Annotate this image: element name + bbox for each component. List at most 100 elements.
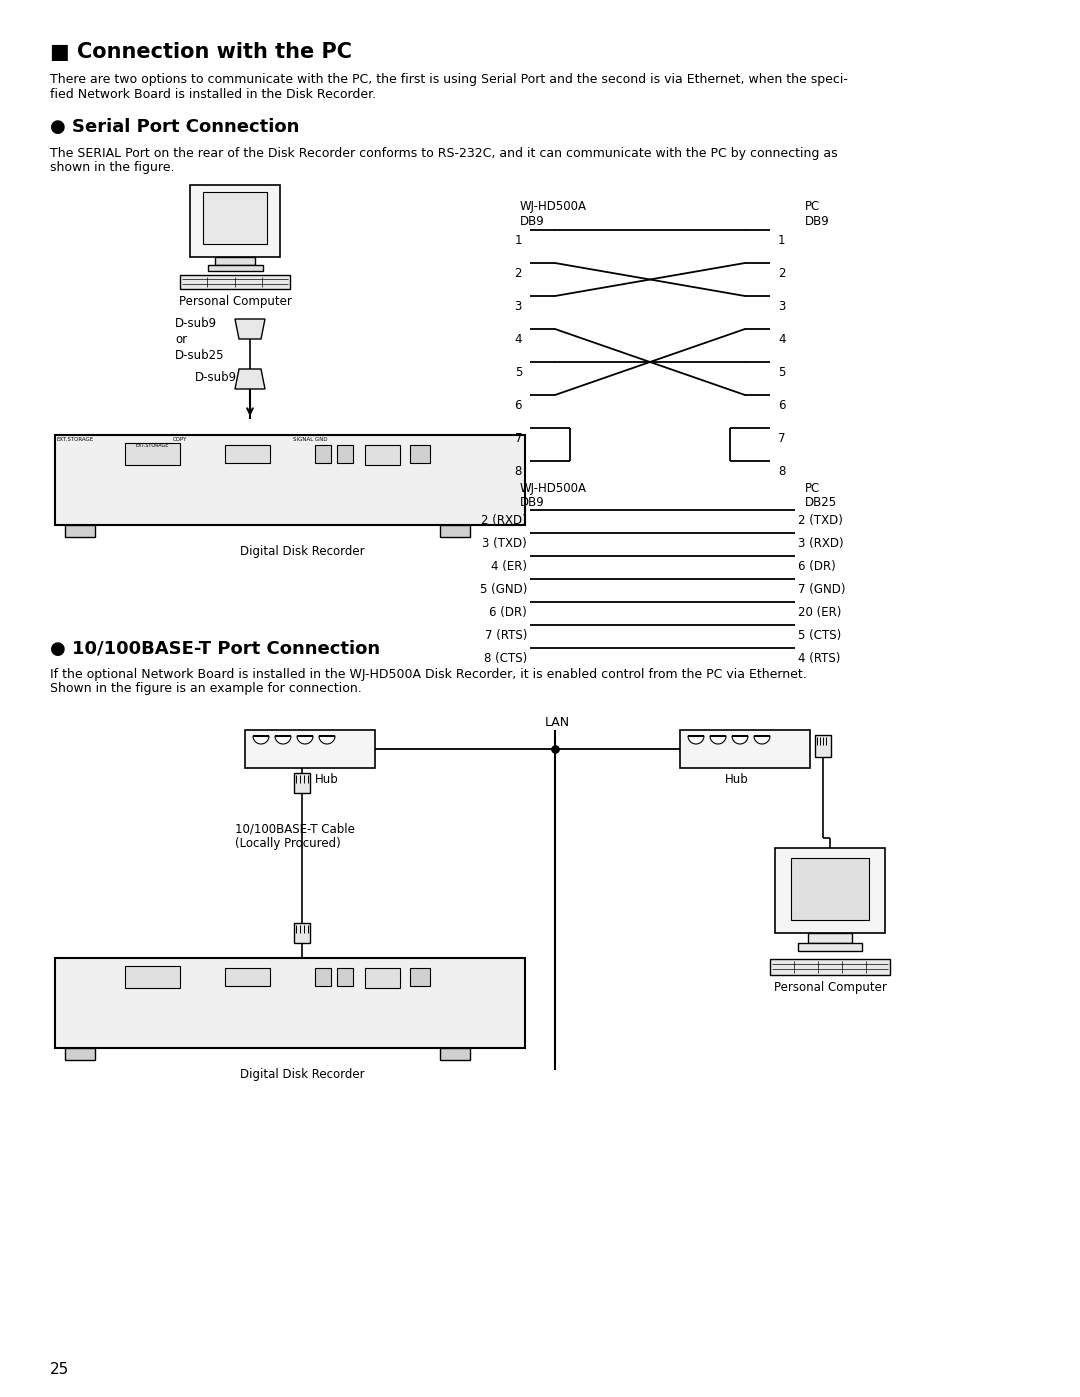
- Bar: [337, 968, 353, 986]
- Circle shape: [442, 990, 498, 1046]
- Circle shape: [505, 510, 515, 520]
- Text: 1: 1: [514, 235, 522, 247]
- Bar: [410, 446, 430, 462]
- Polygon shape: [297, 736, 313, 745]
- Circle shape: [65, 495, 81, 511]
- Text: 5: 5: [515, 366, 522, 379]
- Text: LAN: LAN: [545, 717, 570, 729]
- Text: 2: 2: [514, 267, 522, 279]
- Bar: [55, 958, 525, 1048]
- Text: DB9: DB9: [805, 215, 829, 228]
- Text: DB9: DB9: [519, 215, 544, 228]
- Bar: [680, 731, 810, 768]
- Circle shape: [143, 1018, 159, 1034]
- Circle shape: [117, 1018, 133, 1034]
- Text: PC: PC: [805, 482, 820, 495]
- Text: 8 (CTS): 8 (CTS): [484, 652, 527, 665]
- Bar: [798, 943, 862, 951]
- Bar: [294, 773, 310, 793]
- Text: Hub: Hub: [315, 773, 339, 787]
- Text: 25: 25: [50, 1362, 69, 1377]
- Text: 7 (GND): 7 (GND): [798, 583, 846, 597]
- Text: 4: 4: [514, 332, 522, 346]
- Text: 10/100BASE-T Cable: 10/100BASE-T Cable: [235, 823, 355, 835]
- Bar: [55, 434, 525, 525]
- Circle shape: [455, 495, 471, 511]
- Text: 6 (DR): 6 (DR): [798, 560, 836, 573]
- Text: WJ-HD500A: WJ-HD500A: [519, 482, 588, 495]
- Text: (Locally Procured): (Locally Procured): [235, 837, 341, 849]
- Text: 4 (ER): 4 (ER): [491, 560, 527, 573]
- Text: 6: 6: [778, 400, 785, 412]
- Bar: [294, 923, 310, 943]
- Text: Digital Disk Recorder: Digital Disk Recorder: [240, 1067, 365, 1081]
- Text: WJ-HD500A: WJ-HD500A: [519, 200, 588, 212]
- Bar: [315, 968, 330, 986]
- Circle shape: [351, 495, 367, 511]
- Text: 8: 8: [515, 465, 522, 478]
- Circle shape: [112, 971, 126, 985]
- Bar: [337, 446, 353, 462]
- Circle shape: [168, 495, 185, 511]
- Circle shape: [351, 1018, 367, 1034]
- Circle shape: [91, 495, 107, 511]
- Text: 8: 8: [778, 465, 785, 478]
- Text: Digital Disk Recorder: Digital Disk Recorder: [240, 545, 365, 557]
- Text: 6: 6: [514, 400, 522, 412]
- Text: SIGNAL GND: SIGNAL GND: [293, 437, 327, 441]
- Bar: [65, 1048, 95, 1060]
- Circle shape: [68, 448, 82, 462]
- Text: EXT.STORAGE: EXT.STORAGE: [135, 443, 168, 448]
- Text: Hub: Hub: [725, 773, 748, 787]
- Circle shape: [403, 1018, 419, 1034]
- Bar: [808, 933, 852, 943]
- Circle shape: [195, 1018, 211, 1034]
- Text: 6 (DR): 6 (DR): [489, 606, 527, 619]
- Circle shape: [505, 963, 515, 972]
- Bar: [225, 968, 270, 986]
- Bar: [791, 858, 869, 921]
- Circle shape: [90, 971, 104, 985]
- Bar: [190, 184, 280, 257]
- Circle shape: [429, 1018, 445, 1034]
- Text: shown in the figure.: shown in the figure.: [50, 161, 175, 175]
- Text: Personal Computer: Personal Computer: [178, 295, 292, 307]
- Circle shape: [65, 1018, 81, 1034]
- Polygon shape: [688, 736, 704, 745]
- Polygon shape: [275, 736, 291, 745]
- Polygon shape: [253, 736, 269, 745]
- Bar: [125, 965, 180, 988]
- Bar: [410, 968, 430, 986]
- Text: fied Network Board is installed in the Disk Recorder.: fied Network Board is installed in the D…: [50, 88, 376, 101]
- Text: 3: 3: [515, 300, 522, 313]
- Text: 3 (TXD): 3 (TXD): [483, 536, 527, 550]
- Circle shape: [465, 440, 475, 450]
- Bar: [440, 1048, 470, 1060]
- Bar: [440, 525, 470, 536]
- Text: 3 (RXD): 3 (RXD): [798, 536, 843, 550]
- Bar: [315, 446, 330, 462]
- Polygon shape: [754, 736, 770, 745]
- Circle shape: [90, 448, 104, 462]
- Circle shape: [325, 495, 341, 511]
- Polygon shape: [235, 319, 265, 339]
- Circle shape: [377, 495, 393, 511]
- Text: ■ Connection with the PC: ■ Connection with the PC: [50, 42, 352, 61]
- Circle shape: [112, 448, 126, 462]
- Bar: [203, 191, 267, 244]
- Circle shape: [195, 495, 211, 511]
- Circle shape: [221, 495, 237, 511]
- Bar: [180, 275, 291, 289]
- Text: 7 (RTS): 7 (RTS): [485, 629, 527, 643]
- Polygon shape: [732, 736, 748, 745]
- Circle shape: [168, 1018, 185, 1034]
- Bar: [365, 968, 400, 988]
- Text: There are two options to communicate with the PC, the first is using Serial Port: There are two options to communicate wit…: [50, 73, 848, 87]
- Text: 5 (GND): 5 (GND): [480, 583, 527, 597]
- Circle shape: [325, 1018, 341, 1034]
- Circle shape: [464, 489, 476, 502]
- Circle shape: [91, 1018, 107, 1034]
- Text: 2 (RXD): 2 (RXD): [482, 514, 527, 527]
- Text: 5: 5: [778, 366, 785, 379]
- Text: Shown in the figure is an example for connection.: Shown in the figure is an example for co…: [50, 682, 362, 694]
